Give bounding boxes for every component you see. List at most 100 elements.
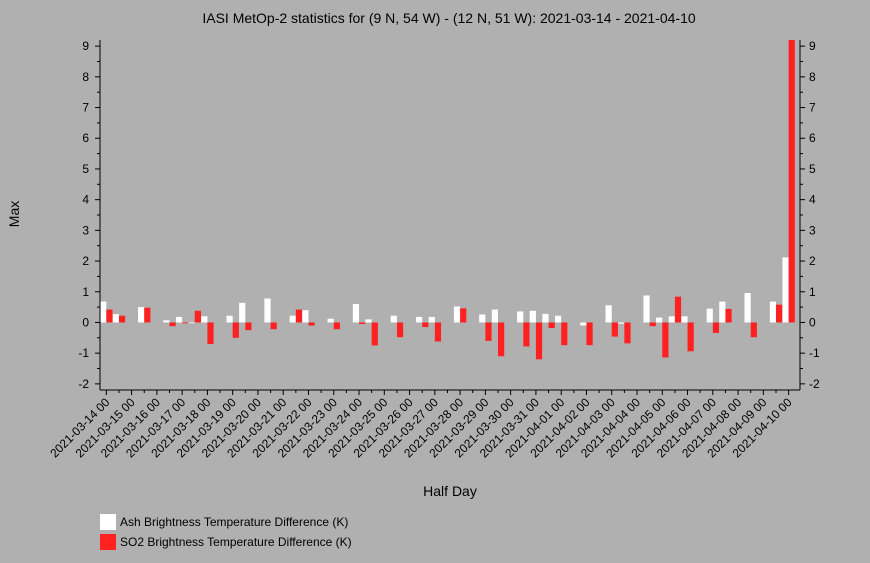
ash-bar bbox=[542, 313, 549, 323]
ash-bar bbox=[365, 319, 372, 323]
ash-bar bbox=[112, 314, 119, 323]
ash-bar bbox=[517, 311, 524, 323]
y-tick-label-left: 0 bbox=[82, 315, 89, 329]
y-tick-label-left: 5 bbox=[82, 162, 89, 176]
y-tick-label-right: 2 bbox=[809, 254, 816, 268]
ash-bar bbox=[226, 315, 233, 323]
y-tick-label-left: -2 bbox=[78, 377, 89, 391]
ash-bar bbox=[719, 301, 726, 323]
y-tick-label-right: 9 bbox=[809, 39, 816, 53]
so2-bar bbox=[232, 322, 239, 338]
chart-title: IASI MetOp-2 statistics for (9 N, 54 W) … bbox=[202, 10, 696, 26]
so2-bar bbox=[750, 322, 757, 338]
ash-bar bbox=[656, 317, 663, 323]
ash-bar bbox=[643, 295, 650, 323]
so2-bar bbox=[687, 322, 694, 352]
legend: Ash Brightness Temperature Difference (K… bbox=[100, 512, 352, 552]
so2-bar bbox=[649, 322, 656, 327]
so2-bar bbox=[535, 322, 543, 360]
ash-bar bbox=[668, 316, 675, 323]
so2-bar bbox=[485, 322, 492, 341]
so2-bar bbox=[662, 322, 669, 358]
so2-bar bbox=[371, 322, 378, 346]
so2-bar bbox=[422, 322, 429, 328]
ash-bar bbox=[327, 318, 334, 323]
so2-bar bbox=[118, 315, 126, 323]
so2-bar bbox=[712, 322, 720, 333]
y-tick-label-right: 3 bbox=[809, 223, 816, 237]
so2-bar bbox=[207, 322, 214, 344]
ash-bar bbox=[201, 316, 208, 323]
so2-bar bbox=[611, 322, 618, 337]
so2-bar bbox=[523, 322, 530, 347]
so2-bar bbox=[106, 309, 113, 323]
ash-bar bbox=[163, 320, 170, 323]
y-tick-label-right: 0 bbox=[809, 315, 816, 329]
y-tick-label-right: 5 bbox=[809, 162, 816, 176]
y-tick-label-right: 8 bbox=[809, 70, 816, 84]
so2-bar bbox=[460, 308, 467, 323]
y-tick-label-right: -2 bbox=[809, 377, 820, 391]
ash-bar bbox=[302, 310, 309, 323]
legend-label-ash: Ash Brightness Temperature Difference (K… bbox=[120, 515, 349, 529]
y-tick-label-right: -1 bbox=[809, 346, 820, 360]
so2-bar bbox=[295, 309, 303, 323]
y-tick-label-left: 9 bbox=[82, 39, 89, 53]
y-tick-label-left: 8 bbox=[82, 70, 89, 84]
ash-bar bbox=[428, 316, 435, 323]
y-tick-label-left: 3 bbox=[82, 223, 89, 237]
y-tick-label-right: 4 bbox=[809, 193, 816, 207]
y-tick-label-left: 2 bbox=[82, 254, 89, 268]
ash-bar bbox=[744, 292, 751, 323]
so2-bar bbox=[144, 307, 151, 323]
ash-bar bbox=[681, 316, 688, 323]
ash-bar bbox=[605, 305, 612, 323]
so2-bar bbox=[396, 322, 404, 338]
x-axis-label: Half Day bbox=[423, 483, 477, 499]
so2-bar bbox=[498, 322, 505, 357]
ash-bar bbox=[188, 322, 195, 324]
so2-bar bbox=[308, 322, 315, 326]
so2-bar bbox=[561, 322, 568, 346]
legend-swatch-ash bbox=[100, 514, 116, 530]
so2-bar bbox=[194, 310, 201, 323]
legend-item-ash: Ash Brightness Temperature Difference (K… bbox=[100, 512, 352, 532]
so2-bar bbox=[169, 322, 176, 327]
ash-bar bbox=[100, 301, 107, 323]
so2-bar bbox=[245, 322, 252, 331]
ash-bar bbox=[289, 315, 296, 323]
y-tick-label-left: -1 bbox=[78, 346, 89, 360]
ash-bar bbox=[239, 302, 246, 323]
so2-bar bbox=[775, 304, 783, 323]
so2-bar bbox=[333, 322, 340, 330]
ash-bar bbox=[618, 322, 625, 324]
ash-bar bbox=[529, 310, 536, 323]
y-tick-label-left: 1 bbox=[82, 285, 89, 299]
ash-bar bbox=[782, 257, 789, 323]
ash-bar bbox=[175, 316, 183, 323]
so2-bar bbox=[624, 322, 631, 344]
ash-bar bbox=[453, 306, 461, 323]
bars-group bbox=[100, 40, 795, 360]
y-tick-label-right: 1 bbox=[809, 285, 816, 299]
y-tick-label-right: 6 bbox=[809, 131, 816, 145]
ash-bar bbox=[491, 309, 499, 323]
y-tick-label-left: 4 bbox=[82, 193, 89, 207]
legend-swatch-so2 bbox=[100, 534, 116, 550]
ash-bar bbox=[416, 316, 423, 323]
y-axis-label: Max bbox=[6, 201, 22, 227]
legend-label-so2: SO2 Brightness Temperature Difference (K… bbox=[120, 535, 352, 549]
so2-bar bbox=[359, 322, 366, 324]
ash-bar bbox=[554, 315, 562, 323]
legend-item-so2: SO2 Brightness Temperature Difference (K… bbox=[100, 532, 352, 552]
so2-bar bbox=[182, 322, 189, 324]
ash-bar bbox=[138, 307, 145, 323]
y-tick-label-left: 6 bbox=[82, 131, 89, 145]
ash-bar bbox=[264, 298, 271, 323]
so2-bar bbox=[788, 40, 795, 323]
y-tick-label-left: 7 bbox=[82, 101, 89, 115]
so2-bar bbox=[548, 322, 555, 328]
ash-bar bbox=[580, 322, 587, 326]
